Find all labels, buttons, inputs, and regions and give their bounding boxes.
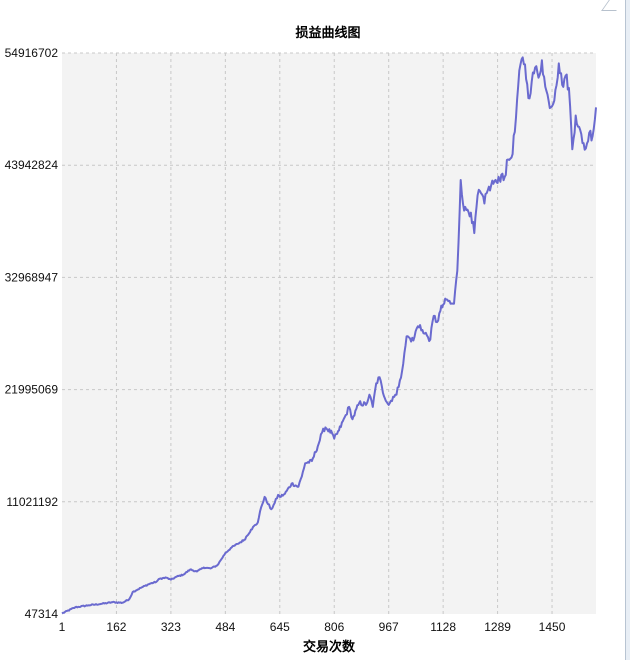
y-axis-ticks: 47314 11021192 21995069 32968947 43942824 549… — [5, 46, 59, 621]
x-tick-label: 967 — [379, 620, 399, 634]
y-tick-label: 54916702 — [5, 46, 59, 60]
y-tick-label: 21995069 — [5, 383, 59, 397]
series-line — [61, 56, 597, 615]
x-tick-label: 323 — [161, 620, 181, 634]
x-tick-label: 1 — [59, 620, 66, 634]
x-tick-label: 645 — [270, 620, 290, 634]
x-tick-label: 1289 — [484, 620, 511, 634]
x-tick-label: 1450 — [539, 620, 566, 634]
y-tick-label: 11021192 — [6, 495, 58, 509]
x-tick-label: 806 — [324, 620, 344, 634]
x-tick-label: 1128 — [430, 620, 456, 634]
window-edge — [625, 0, 630, 660]
chart-title: 损益曲线图 — [295, 25, 360, 41]
y-tick-label: 47314 — [25, 607, 59, 621]
y-tick-label: 43942824 — [5, 158, 59, 172]
x-tick-label: 162 — [106, 620, 126, 634]
plot-area — [62, 53, 596, 614]
x-axis-ticks: 1 162 323 484 645 806 967 1128 1289 1450 — [59, 620, 566, 634]
x-tick-label: 484 — [215, 620, 235, 634]
y-tick-label: 32968947 — [5, 270, 59, 284]
x-axis-label: 交易次数 — [303, 639, 356, 655]
